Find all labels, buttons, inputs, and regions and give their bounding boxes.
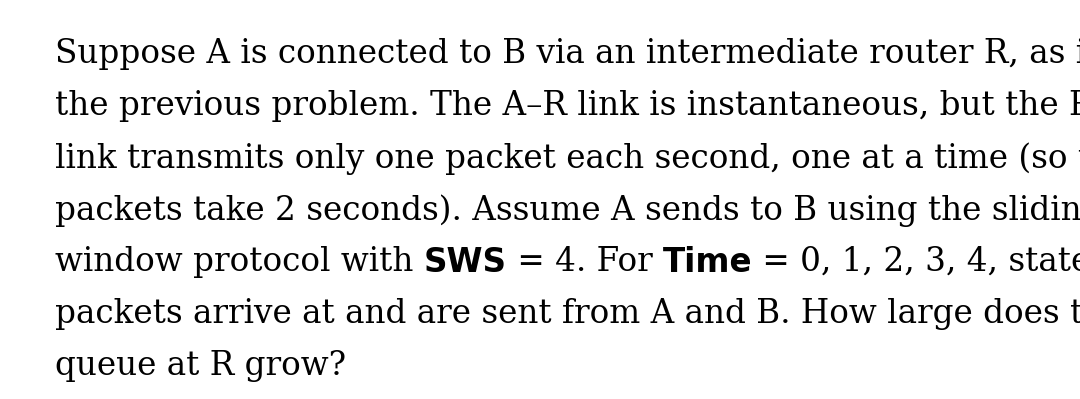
Text: Time: Time [663, 246, 753, 279]
Text: SWS: SWS [423, 246, 507, 279]
Text: Suppose A is connected to B via an intermediate router R, as in: Suppose A is connected to B via an inter… [55, 38, 1080, 70]
Text: = 4. For: = 4. For [507, 246, 663, 278]
Text: link transmits only one packet each second, one at a time (so two: link transmits only one packet each seco… [55, 142, 1080, 175]
Text: queue at R grow?: queue at R grow? [55, 350, 346, 382]
Text: = 0, 1, 2, 3, 4, state what: = 0, 1, 2, 3, 4, state what [753, 246, 1080, 278]
Text: packets take 2 seconds). Assume A sends to B using the sliding: packets take 2 seconds). Assume A sends … [55, 194, 1080, 227]
Text: window protocol with: window protocol with [55, 246, 423, 278]
Text: packets arrive at and are sent from A and B. How large does the: packets arrive at and are sent from A an… [55, 298, 1080, 330]
Text: the previous problem. The A–R link is instantaneous, but the R–B: the previous problem. The A–R link is in… [55, 90, 1080, 122]
